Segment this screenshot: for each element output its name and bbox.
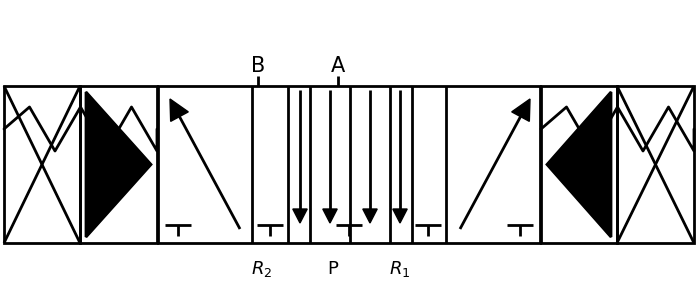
Polygon shape: [322, 209, 337, 223]
Bar: [617, 86, 694, 243]
Text: P: P: [327, 260, 339, 278]
Text: B: B: [251, 56, 265, 76]
Polygon shape: [547, 92, 611, 237]
Polygon shape: [393, 209, 407, 223]
Polygon shape: [170, 99, 188, 121]
Text: $R_2$: $R_2$: [251, 259, 273, 279]
Bar: [541, 86, 617, 243]
Bar: [80, 86, 157, 243]
Text: $R_1$: $R_1$: [389, 259, 410, 279]
Polygon shape: [292, 209, 307, 223]
Bar: [158, 86, 540, 243]
Polygon shape: [363, 209, 377, 223]
Text: A: A: [331, 56, 345, 76]
Polygon shape: [86, 92, 151, 237]
Polygon shape: [512, 99, 530, 121]
Bar: [4, 86, 80, 243]
